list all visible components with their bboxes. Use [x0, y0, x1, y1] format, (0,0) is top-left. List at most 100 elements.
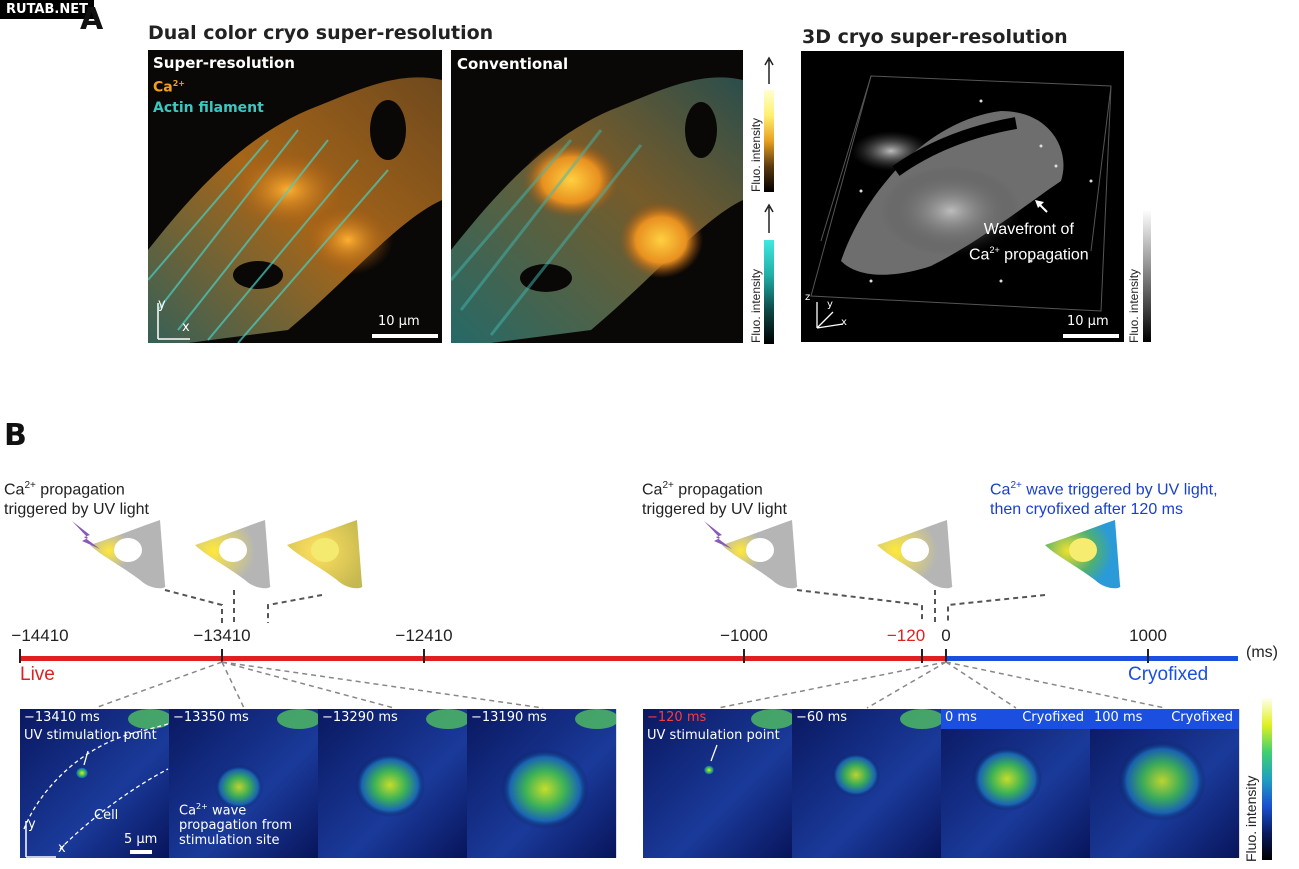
calcium-legend: Ca2+: [153, 79, 185, 96]
axis-y-3d-label: y: [827, 299, 833, 310]
live-label: Live: [20, 664, 55, 685]
three-d-title: 3D cryo super-resolution: [802, 26, 1068, 48]
three-d-image: Wavefront of Ca2+ propagation z y x 10 µ…: [801, 51, 1124, 342]
cell-cartoon-5: [877, 520, 953, 589]
caption-mid-ca: Ca: [642, 481, 663, 499]
caption-mid-line1: Ca2+ propagation: [642, 476, 787, 500]
super-resolution-image: Super-resolution Ca2+ Actin filament y x…: [148, 50, 442, 343]
timelapse-frame: −13350 ms Ca2+ wave propagation from stimul…: [169, 709, 319, 858]
cell-cartoons: [72, 520, 1121, 623]
scale-bar: [372, 334, 438, 338]
scale-bar-3d: [1063, 334, 1119, 338]
cryofixed-header: [1090, 709, 1239, 729]
wave-note-wave: wave: [207, 803, 247, 819]
wave-note-line1: Ca2+ wave: [179, 799, 292, 818]
uv-point-label-right: UV stimulation point: [647, 728, 780, 743]
wavefront-propagation: propagation: [999, 246, 1089, 264]
super-resolution-label: Super-resolution: [153, 54, 295, 72]
scale-5um-label: 5 µm: [124, 832, 158, 847]
calcium-colorbar-label: Fluo. intensity: [749, 117, 763, 192]
tick-label: 0: [941, 626, 951, 645]
tick-label: −13410: [193, 626, 251, 645]
caption-left-ca: Ca: [4, 481, 25, 499]
wavefront-sup: 2+: [989, 245, 1000, 255]
tick-label: −1000: [720, 626, 768, 645]
axis-x-3d-label: x: [841, 317, 847, 328]
tick-label: −120: [886, 626, 926, 645]
xy-axis-icon: [157, 303, 190, 340]
dual-color-title: Dual color cryo super-resolution: [148, 22, 494, 44]
caption-left-line2: triggered by UV light: [4, 501, 149, 519]
frame-time-label: 0 ms: [945, 710, 977, 725]
uv-bolt-icon-1: [72, 521, 100, 549]
timelapse-frame: Cryofixed 100 ms: [1090, 709, 1240, 858]
panel-a-letter: A: [80, 2, 104, 37]
frame-time-label: −60 ms: [796, 710, 848, 725]
cell-cartoon-3: [287, 520, 363, 589]
wave-note-ca: Ca: [179, 803, 197, 819]
frame-render: [941, 709, 1090, 858]
frame-time-label: −120 ms: [647, 710, 707, 725]
cell-label: Cell: [94, 808, 119, 823]
wave-note-line3: stimulation site: [179, 833, 280, 849]
timelapse-frame: −60 ms: [792, 709, 942, 858]
cryofixed-label: Cryofixed: [1128, 664, 1209, 685]
frame-render: [169, 709, 318, 858]
timelapse-frame: −13410 ms UV stimulation point Cell 5 µm y x: [20, 709, 170, 858]
timelapse-frame: −13190 ms: [467, 709, 617, 858]
super-resolution-render: [148, 50, 442, 343]
frame-time-label: −13350 ms: [173, 710, 249, 725]
frame-connectors: [94, 661, 1166, 709]
cryofixed-header: [941, 709, 1090, 729]
caption-left-line1: Ca2+ propagation: [4, 476, 149, 500]
cryofixed-tag: Cryofixed: [1171, 710, 1233, 725]
frame-render: [792, 709, 941, 858]
cell-cartoon-1: [90, 520, 166, 589]
caption-left: Ca2+ propagation triggered by UV light: [4, 476, 149, 520]
caption-right-ca: Ca: [990, 481, 1011, 499]
gray-colorbar-label: Fluo. intensity: [1127, 268, 1141, 343]
calcium-colorbar-arrow-icon: [764, 56, 774, 84]
calcium-legend-text: Ca: [153, 79, 173, 96]
frame-render: [318, 709, 467, 858]
fluo-colorbar-b: [1262, 698, 1272, 860]
gray-colorbar: [1143, 210, 1151, 342]
caption-mid-propagation: propagation: [673, 481, 763, 499]
axis-x-label: x: [182, 320, 190, 335]
frame-axis-y: y: [28, 817, 36, 832]
conventional-image: Conventional: [451, 50, 743, 343]
panel-b-letter: B: [4, 418, 27, 453]
unit-label: (ms): [1246, 644, 1278, 661]
cell-cartoon-4: [722, 520, 798, 589]
uv-point-label: UV stimulation point: [24, 728, 157, 743]
tick-marks: [19, 649, 1149, 663]
caption-right: Ca2+ wave triggered by UV light, then cr…: [990, 476, 1218, 520]
actin-colorbar-label: Fluo. intensity: [749, 268, 763, 343]
caption-right-line2: then cryofixed after 120 ms: [990, 501, 1183, 519]
tick-label: 1000: [1129, 626, 1167, 645]
uv-bolt-icon-2: [704, 521, 732, 549]
caption-right-wave: wave triggered by UV light,: [1021, 481, 1218, 499]
cryofixed-bar: [946, 656, 1238, 661]
caption-right-sup: 2+: [1010, 480, 1022, 491]
axis-y-label: y: [158, 297, 166, 312]
watermark: RUTAB.NET: [0, 0, 94, 19]
uv-pointer: [710, 744, 718, 762]
calcium-colorbar: [764, 90, 774, 192]
cell-cartoon-2: [195, 520, 271, 589]
timelapse-frame: Cryofixed 0 ms: [941, 709, 1091, 858]
conventional-label: Conventional: [457, 55, 569, 73]
actin-colorbar-arrow-icon: [764, 203, 774, 233]
conventional-render: [451, 50, 743, 343]
frame-time-label: −13410 ms: [24, 710, 100, 725]
frame-render: [20, 709, 169, 858]
frame-time-label: 100 ms: [1094, 710, 1143, 725]
cell-cartoon-6: [1045, 520, 1121, 589]
xyz-axis-icon: [816, 302, 844, 329]
caption-left-propagation: propagation: [35, 481, 125, 499]
wavefront-ca: Ca: [969, 246, 990, 264]
actin-colorbar: [764, 240, 774, 344]
frame-render: [643, 709, 792, 858]
three-d-render: [801, 51, 1124, 342]
frame-time-label: −13190 ms: [471, 710, 547, 725]
